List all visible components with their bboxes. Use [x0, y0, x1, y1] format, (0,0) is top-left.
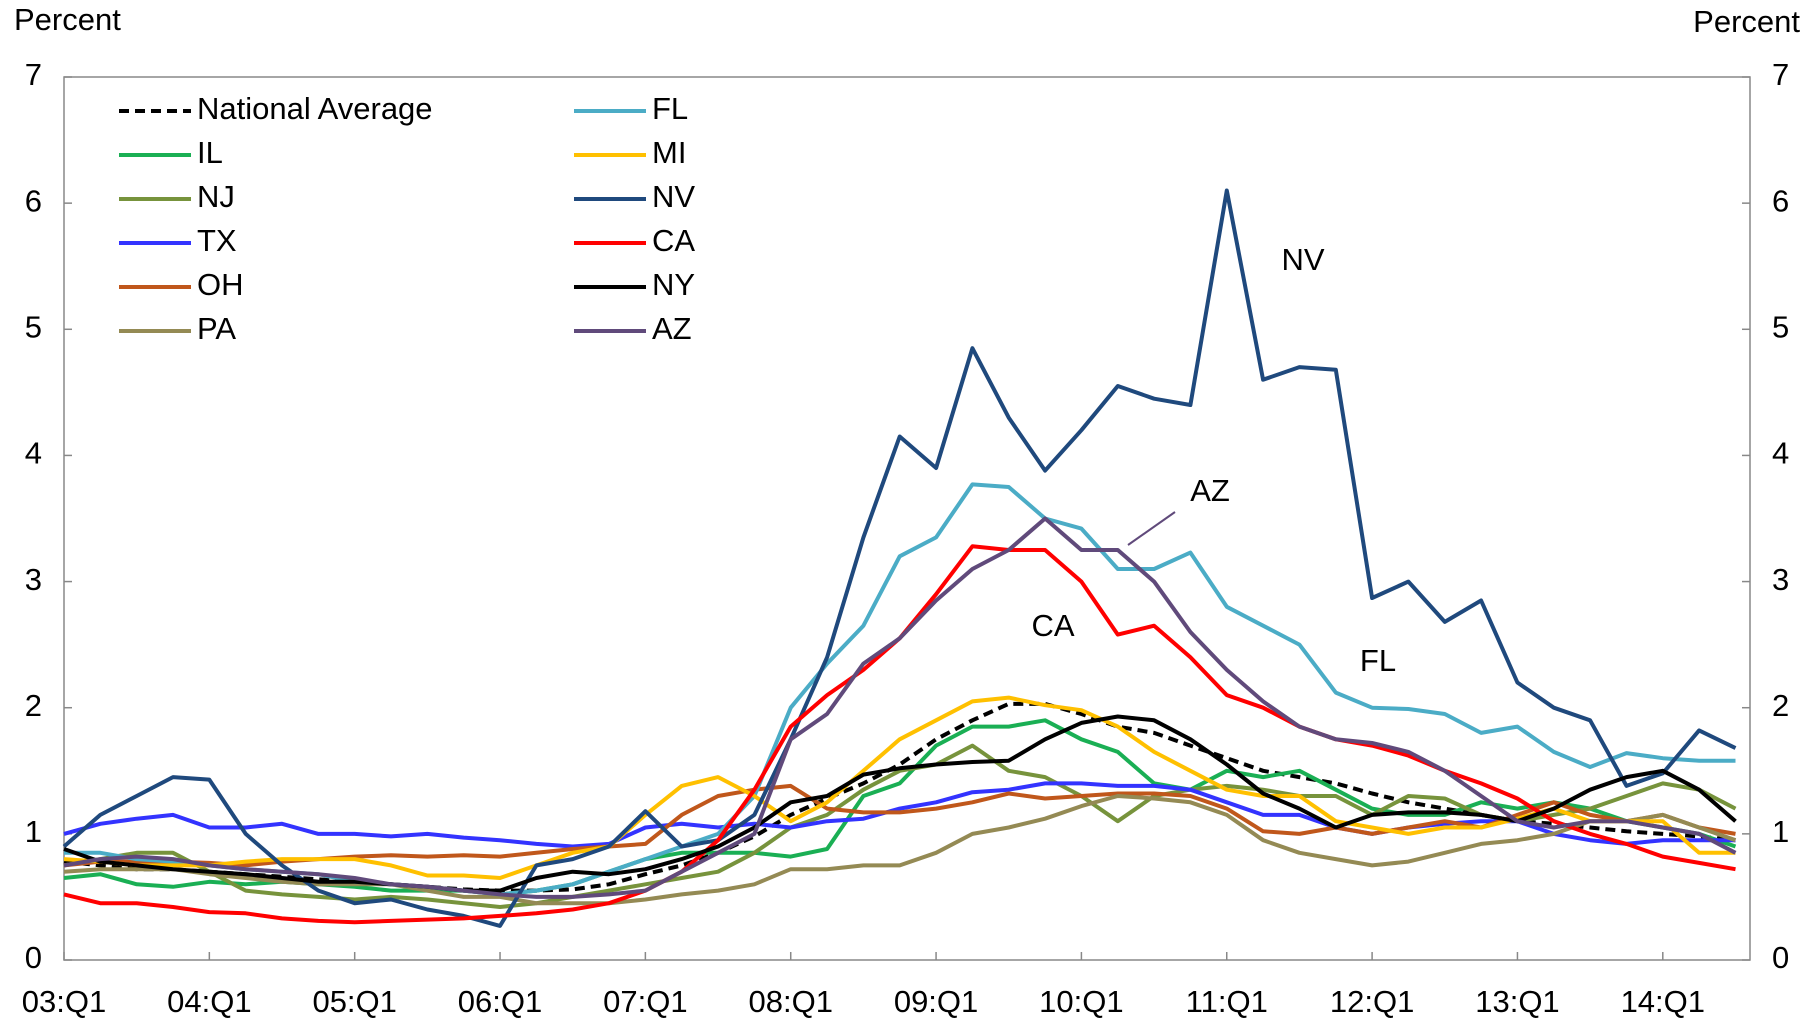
- x-tick-label: 06:Q1: [458, 984, 542, 1019]
- y2-tick-label: 1: [1772, 814, 1789, 849]
- legend-label: National Average: [197, 91, 433, 126]
- legend-label: PA: [197, 311, 236, 346]
- x-tick-label: 10:Q1: [1039, 984, 1123, 1019]
- legend-label: AZ: [652, 311, 692, 346]
- legend-label: IL: [197, 135, 223, 170]
- legend-label: MI: [652, 135, 686, 170]
- annotation-leader: [1127, 511, 1176, 546]
- x-tick-label: 11:Q1: [1186, 984, 1268, 1019]
- plot-frame: [63, 76, 1751, 961]
- x-tick-label: 05:Q1: [312, 984, 396, 1019]
- series-line: [64, 482, 1736, 897]
- y2-tick-label: 2: [1772, 688, 1789, 723]
- y2-tick-label: 6: [1772, 183, 1789, 218]
- y-tick-label: 4: [25, 436, 42, 471]
- legend-label: OH: [197, 267, 244, 302]
- series-line: [63, 516, 1737, 899]
- x-tick-label: 13:Q1: [1475, 984, 1559, 1019]
- y-tick-label: 1: [25, 814, 42, 849]
- x-tick-label: 03:Q1: [22, 984, 106, 1019]
- y-tick-label: 6: [25, 183, 42, 218]
- x-tick-label: 07:Q1: [603, 984, 687, 1019]
- y-tick-label: 2: [25, 688, 42, 723]
- y2-tick-label: 3: [1772, 562, 1789, 597]
- x-tick-label: 04:Q1: [167, 984, 251, 1019]
- x-tick-label: 14:Q1: [1621, 984, 1705, 1019]
- y-tick-label: 7: [25, 57, 42, 92]
- x-tick-label: 09:Q1: [894, 984, 978, 1019]
- legend-label: NY: [652, 267, 695, 302]
- y2-tick-label: 0: [1772, 940, 1789, 975]
- y2-axis-label: Percent: [1693, 4, 1800, 39]
- legend-label: TX: [197, 223, 237, 258]
- x-tick-label: 12:Q1: [1330, 984, 1414, 1019]
- series-line: [63, 794, 1737, 906]
- annotation: AZ: [1190, 473, 1230, 508]
- y-axis-label: Percent: [14, 2, 121, 37]
- y-tick-label: 3: [25, 562, 42, 597]
- legend-label: NV: [652, 179, 695, 214]
- y-tick-label: 5: [25, 309, 42, 344]
- y2-tick-label: 7: [1772, 57, 1789, 92]
- series-line: [63, 695, 1736, 880]
- legend-label: FL: [652, 91, 688, 126]
- legend-label: CA: [652, 223, 695, 258]
- series-line: [63, 714, 1737, 893]
- annotation: CA: [1031, 608, 1074, 643]
- y-tick-label: 0: [25, 940, 42, 975]
- x-tick-label: 08:Q1: [748, 984, 832, 1019]
- legend-label: NJ: [197, 179, 235, 214]
- series-line: [62, 188, 1737, 928]
- y2-tick-label: 4: [1772, 436, 1789, 471]
- annotation: NV: [1281, 242, 1324, 277]
- annotation: FL: [1360, 643, 1396, 678]
- y2-tick-label: 5: [1772, 309, 1789, 344]
